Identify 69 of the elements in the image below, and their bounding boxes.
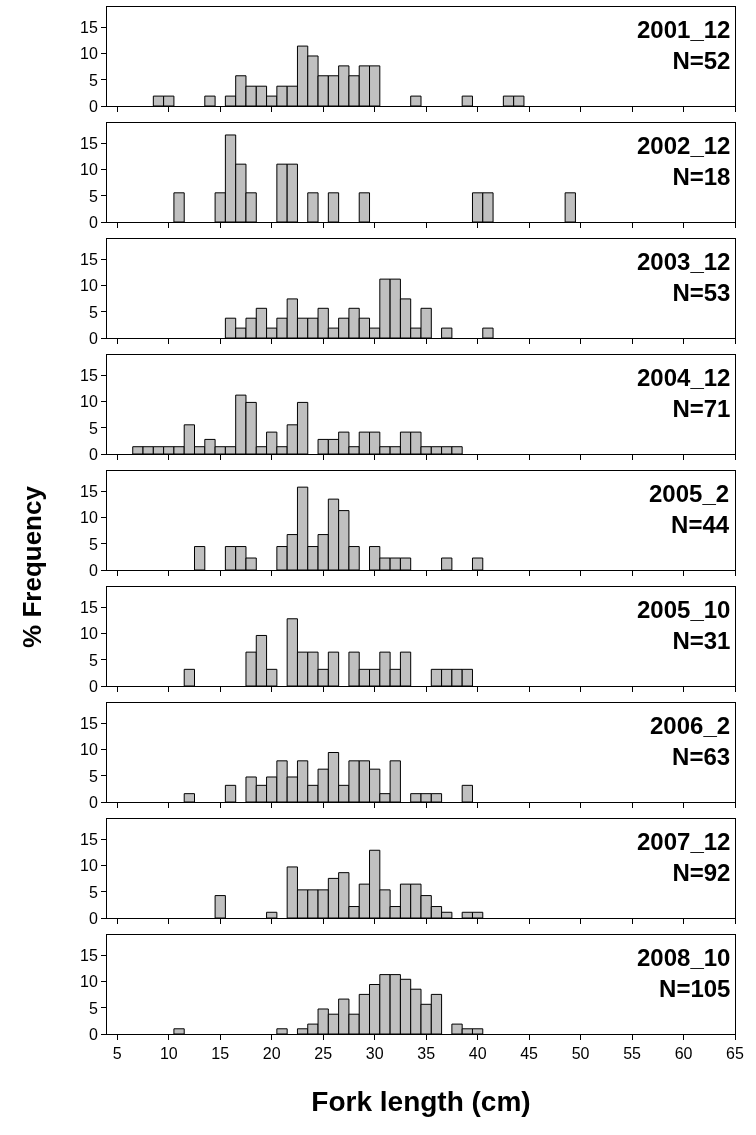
x-tick-label: 15 xyxy=(211,1045,230,1063)
y-tick-label: 0 xyxy=(88,561,98,579)
x-tick-label: 45 xyxy=(520,1045,539,1063)
x-tick-label: 35 xyxy=(417,1045,436,1063)
y-tick-label: 0 xyxy=(88,909,98,927)
x-tick-label: 30 xyxy=(365,1045,384,1063)
y-tick-label: 10 xyxy=(80,509,98,527)
x-tick-label: 60 xyxy=(674,1045,693,1063)
y-tick-label: 0 xyxy=(88,97,98,115)
text: N=92 xyxy=(672,859,731,887)
y-tick-label: 15 xyxy=(80,367,98,385)
y-tick-label: 15 xyxy=(80,483,98,501)
text: N=53 xyxy=(672,279,731,307)
y-tick-label: 5 xyxy=(88,651,98,669)
y-tick-label: 10 xyxy=(80,393,98,411)
y-tick-label: 0 xyxy=(88,793,98,811)
text: N=31 xyxy=(672,627,731,655)
y-tick-label: 5 xyxy=(88,999,98,1017)
chart-title: 2001_12 xyxy=(637,16,731,43)
y-tick-label: 15 xyxy=(80,19,98,37)
x-tick-label: 10 xyxy=(159,1045,178,1063)
y-tick-label: 15 xyxy=(80,135,98,153)
x-tick-label: 20 xyxy=(262,1045,281,1063)
text: N=71 xyxy=(672,395,731,423)
chart-title: 2005_10 xyxy=(637,596,731,623)
x-tick-label: 55 xyxy=(623,1045,642,1063)
y-tick-label: 10 xyxy=(80,277,98,295)
y-tick-label: 10 xyxy=(80,45,98,63)
x-tick-label: 50 xyxy=(571,1045,590,1063)
y-tick-label: 5 xyxy=(88,303,98,321)
y-tick-label: 0 xyxy=(88,213,98,231)
y-tick-label: 15 xyxy=(80,599,98,617)
y-tick-label: 0 xyxy=(88,445,98,463)
x-tick-label: 5 xyxy=(112,1045,122,1063)
y-tick-label: 10 xyxy=(80,857,98,875)
chart-title: 2003_12 xyxy=(637,248,731,275)
y-tick-label: 5 xyxy=(88,883,98,901)
x-axis-title: Fork length (cm) xyxy=(311,1086,531,1118)
y-tick-label: 10 xyxy=(80,973,98,991)
chart-title: 2007_12 xyxy=(637,828,731,855)
y-tick-label: 0 xyxy=(88,329,98,347)
y-tick-label: 10 xyxy=(80,161,98,179)
text: N=52 xyxy=(672,47,731,75)
y-tick-label: 5 xyxy=(88,71,98,89)
x-tick-label: 40 xyxy=(468,1045,487,1063)
y-tick-label: 0 xyxy=(88,677,98,695)
y-axis-title: % Frequency xyxy=(16,486,48,648)
y-tick-label: 10 xyxy=(80,741,98,759)
x-tick-label: 65 xyxy=(726,1045,744,1063)
y-tick-label: 15 xyxy=(80,831,98,849)
y-tick-label: 0 xyxy=(88,1025,98,1043)
text: N=105 xyxy=(659,975,731,1003)
y-tick-label: 15 xyxy=(80,947,98,965)
y-tick-label: 10 xyxy=(80,625,98,643)
y-tick-label: 5 xyxy=(88,419,98,437)
text: N=44 xyxy=(671,511,730,539)
y-tick-label: 5 xyxy=(88,767,98,785)
y-tick-label: 5 xyxy=(88,535,98,553)
text: N=18 xyxy=(672,163,731,191)
chart-title: 2005_2 xyxy=(649,480,730,507)
chart-title: 2004_12 xyxy=(637,364,731,391)
y-tick-label: 15 xyxy=(80,251,98,269)
x-tick-label: 25 xyxy=(314,1045,333,1063)
y-tick-label: 15 xyxy=(80,715,98,733)
chart-title: 2008_10 xyxy=(637,944,731,971)
chart-title: 2002_12 xyxy=(637,132,731,159)
text: N=63 xyxy=(672,743,731,771)
chart-title: 2006_2 xyxy=(650,712,731,739)
y-tick-label: 5 xyxy=(88,187,98,205)
